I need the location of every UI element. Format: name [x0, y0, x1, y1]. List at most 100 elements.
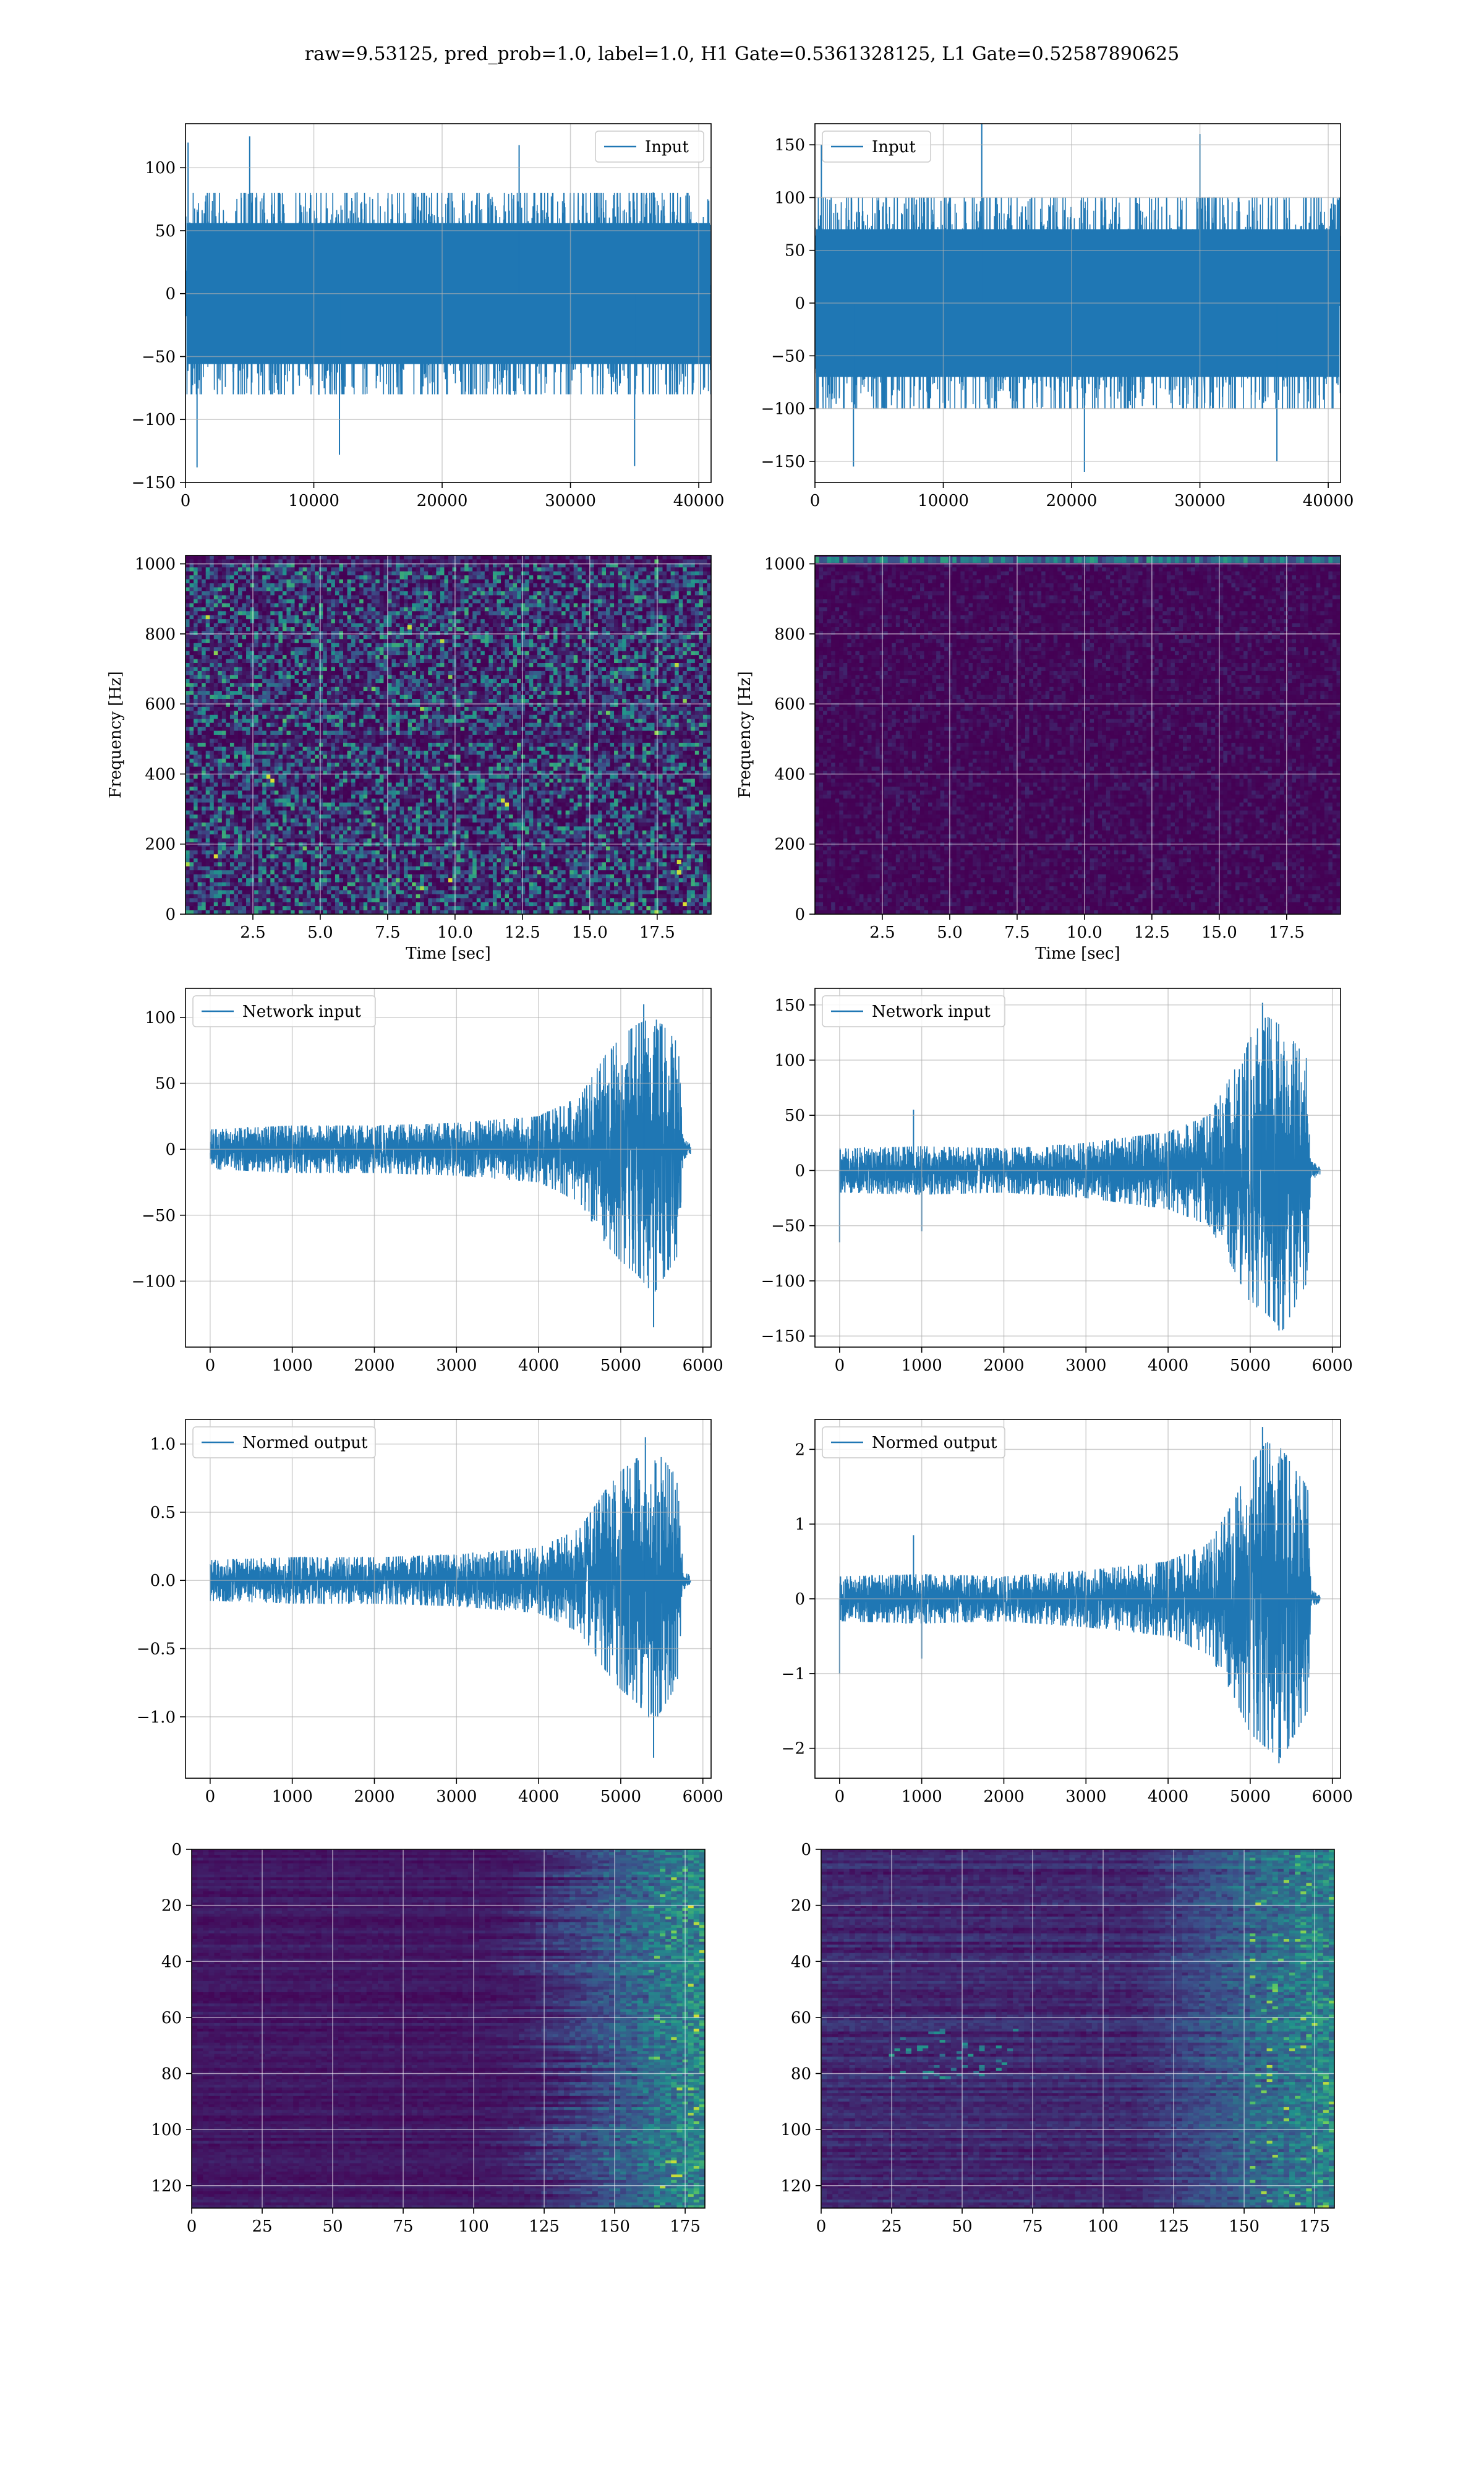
x-tick-label: 17.5: [639, 923, 675, 942]
plot-area: [210, 1004, 691, 1328]
x-tick-label: 40000: [1303, 492, 1354, 510]
x-tick-label: 5.0: [307, 923, 333, 942]
axes-frame: [814, 555, 1341, 915]
chart-h1-network-input: 0 1000 2000 3000 4000 5000 6000 −100 −50 0 50 100 Ne…: [132, 988, 723, 1375]
y-tick-label: 400: [145, 765, 176, 784]
y-tick-label: 40: [161, 1953, 182, 1971]
x-tick-label: 50: [322, 2217, 343, 2236]
y-tick-label: 100: [145, 1009, 176, 1027]
y-tick-label: 200: [145, 836, 176, 854]
x-tick-label: 5000: [1230, 1356, 1271, 1375]
x-tick-label: 25: [881, 2217, 902, 2236]
y-tick-label: 0.0: [150, 1572, 176, 1590]
x-tick-label: 5000: [600, 1356, 641, 1375]
chart-h1-spectrogram: 2.5 5.0 7.5 10.0 12.5 15.0 17.5 0 200 400 600 800 10…: [106, 555, 712, 963]
y-tick-label: 1.0: [150, 1436, 176, 1454]
axes-frame: [185, 123, 712, 483]
y-tick-label: 150: [774, 996, 805, 1015]
y-tick-label: −150: [761, 453, 805, 471]
legend-box: [595, 131, 704, 163]
x-tick-label: 3000: [436, 1787, 477, 1806]
x-tick-label: 5.0: [937, 923, 962, 942]
y-tick-label: 800: [774, 625, 805, 644]
figure-title: raw=9.53125, pred_prob=1.0, label=1.0, H…: [0, 43, 1484, 65]
axes-frame: [814, 988, 1341, 1348]
x-tick-label: 2000: [983, 1356, 1024, 1375]
y-tick-label: 150: [774, 136, 805, 155]
x-tick-label: 0: [187, 2217, 197, 2236]
x-tick-label: 1000: [272, 1356, 313, 1375]
plot-area: [192, 1849, 705, 2208]
x-tick-label: 10000: [288, 492, 339, 510]
x-tick-label: 2000: [354, 1356, 394, 1375]
y-tick-label: 50: [155, 222, 176, 241]
y-tick-label: −1.0: [137, 1708, 176, 1727]
y-tick-label: 0: [795, 1590, 805, 1609]
x-tick-label: 150: [599, 2217, 630, 2236]
x-tick-label: 10.0: [437, 923, 473, 942]
x-tick-label: 10.0: [1067, 923, 1102, 942]
y-tick-label: −2: [782, 1740, 805, 1758]
x-tick-label: 75: [393, 2217, 413, 2236]
x-tick-label: 2000: [354, 1787, 394, 1806]
legend-label: Input: [645, 138, 689, 156]
x-tick-label: 0: [835, 1787, 845, 1806]
legend-box: [822, 1426, 1005, 1458]
x-tick-label: 12.5: [1134, 923, 1170, 942]
x-tick-label: 3000: [1065, 1356, 1106, 1375]
x-tick-label: 7.5: [375, 923, 400, 942]
legend: Network input: [822, 995, 1005, 1027]
y-tick-label: 120: [151, 2177, 182, 2196]
x-tick-label: 4000: [1148, 1356, 1188, 1375]
series-line: [210, 1019, 691, 1292]
x-tick-label: 175: [670, 2217, 701, 2236]
y-tick-label: −100: [761, 400, 805, 419]
series-line: [210, 1457, 691, 1718]
y-tick-label: 600: [145, 695, 176, 714]
x-tick-label: 3000: [436, 1356, 477, 1375]
x-tick-label: 5000: [1230, 1787, 1271, 1806]
y-tick-label: −50: [771, 347, 805, 366]
plot-area: [210, 1437, 691, 1758]
y-tick-label: 60: [791, 2009, 811, 2027]
x-tick-label: 0: [835, 1356, 845, 1375]
axes-frame: [821, 1849, 1335, 2209]
x-tick-label: 125: [529, 2217, 560, 2236]
legend-box: [192, 1426, 376, 1458]
legend-label: Network input: [872, 1003, 991, 1021]
y-tick-label: 20: [791, 1897, 811, 1915]
x-tick-label: 30000: [545, 492, 596, 510]
chart-h1-normed-output: 0 1000 2000 3000 4000 5000 6000 −1.0 −0.5 0.0 0.5 1…: [137, 1419, 723, 1806]
x-tick-label: 20000: [417, 492, 468, 510]
x-tick-label: 125: [1158, 2217, 1189, 2236]
y-tick-label: −100: [761, 1272, 805, 1291]
x-tick-label: 1000: [272, 1787, 313, 1806]
plot-area: [815, 555, 1341, 914]
x-tick-label: 7.5: [1004, 923, 1030, 942]
y-tick-label: 50: [155, 1075, 176, 1094]
y-tick-label: 1000: [135, 555, 176, 574]
legend: Normed output: [192, 1426, 376, 1458]
y-tick-label: −0.5: [137, 1640, 176, 1658]
y-tick-label: −100: [132, 1272, 176, 1291]
legend-label: Normed output: [872, 1434, 997, 1452]
axes-frame: [185, 988, 712, 1348]
chart-l1-network-input: 0 1000 2000 3000 4000 5000 6000 −150 −100 −50 0 50 1…: [761, 988, 1353, 1375]
series-line: [839, 1442, 1321, 1758]
x-tick-label: 15.0: [1201, 923, 1237, 942]
x-tick-label: 20000: [1046, 492, 1098, 510]
y-axis-label: Frequency [Hz]: [736, 671, 754, 798]
x-tick-label: 0: [816, 2217, 827, 2236]
x-tick-label: 15.0: [572, 923, 608, 942]
chart-h1-feature-map: 0 25 50 75 100 125 150 175 0 20 40 60 80 100 120: [151, 1841, 706, 2236]
plot-area: [838, 1003, 1321, 1331]
legend-box: [822, 131, 931, 163]
plot-area: [186, 136, 711, 468]
x-tick-label: 0: [181, 492, 191, 510]
y-tick-label: 1000: [764, 555, 805, 574]
y-tick-label: 0: [795, 1162, 805, 1180]
x-tick-label: 6000: [683, 1787, 723, 1806]
legend-label: Normed output: [242, 1434, 368, 1452]
y-tick-label: 0: [165, 285, 176, 304]
